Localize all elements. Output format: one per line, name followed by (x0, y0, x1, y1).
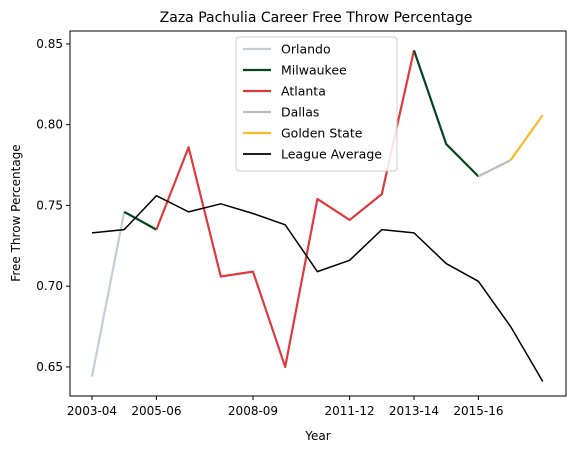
legend-label-atlanta: Atlanta (281, 84, 326, 99)
series-line-golden-state-5 (509, 114, 544, 161)
y-axis-label: Free Throw Percentage (9, 144, 23, 281)
x-tick-label: 2015-16 (453, 404, 503, 418)
x-axis-label: Year (304, 429, 330, 443)
x-tick-label: 2013-14 (389, 404, 439, 418)
series-line-dallas-4 (477, 159, 512, 178)
legend: Orlando Milwaukee Atlanta Dallas Golden Stat… (235, 36, 398, 172)
x-tick-label: 2005-06 (131, 404, 181, 418)
y-tick-label: 0.80 (36, 118, 63, 132)
legend-label-orlando: Orlando (281, 42, 331, 57)
legend-label-milwaukee: Milwaukee (281, 63, 347, 78)
x-tick-label: 2003-04 (67, 404, 117, 418)
series-line-milwaukee-1 (123, 210, 157, 231)
series-line-milwaukee-3 (412, 50, 480, 178)
y-tick-label: 0.85 (36, 37, 63, 51)
series-line-league-average-6 (91, 194, 544, 382)
legend-label-league-average: League Average (281, 147, 382, 162)
series-line-orlando-0 (90, 211, 126, 377)
legend-label-dallas: Dallas (281, 105, 319, 120)
y-tick-label: 0.75 (36, 198, 63, 212)
plot-frame (69, 30, 567, 397)
legend-box (235, 36, 398, 172)
y-tick-label: 0.65 (36, 360, 63, 374)
axes-layer: 2003-04 2005-06 2008-09 2011-12 2013-14 2015-… (36, 37, 503, 418)
x-tick-label: 2011-12 (325, 404, 375, 418)
series-line-atlanta-2 (155, 50, 416, 369)
chart-title: Zaza Pachulia Career Free Throw Percenta… (160, 10, 473, 26)
y-tick-label: 0.70 (36, 279, 63, 293)
series-layer (90, 50, 544, 382)
legend-label-golden-state: Golden State (281, 126, 363, 141)
x-tick-label: 2008-09 (228, 404, 278, 418)
